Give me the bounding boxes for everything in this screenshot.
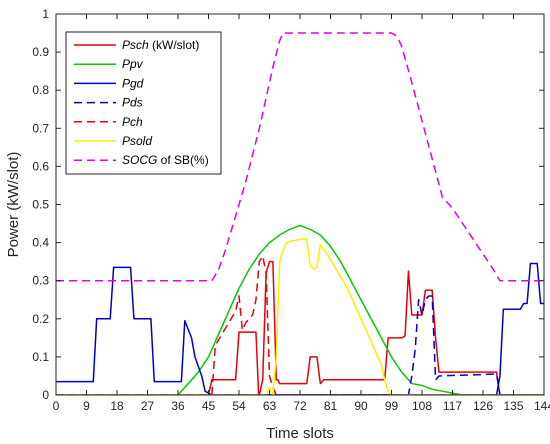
x-tick-label: 36 bbox=[171, 399, 185, 413]
series-line-socg bbox=[56, 32, 544, 282]
x-tick-label: 135 bbox=[503, 399, 523, 413]
y-tick-label: 1 bbox=[42, 7, 49, 21]
legend-label-psch: Psch (kW/slot) bbox=[122, 38, 199, 52]
x-tick-label: 90 bbox=[354, 399, 368, 413]
y-tick-label: 0.1 bbox=[32, 350, 49, 364]
x-tick-label: 81 bbox=[324, 399, 338, 413]
series-line-ppv bbox=[56, 224, 544, 395]
axis-ticks: 0 9 18 27 36 45 54 63 72 81 90 99 108 117 126 135 144 0 0.… bbox=[32, 7, 550, 413]
series-line-pch bbox=[56, 255, 544, 395]
x-tick-label: 18 bbox=[110, 399, 124, 413]
x-tick-label: 0 bbox=[53, 399, 60, 413]
x-tick-label: 126 bbox=[473, 399, 493, 413]
series-line-pgd bbox=[56, 262, 544, 395]
y-tick-label: 0.6 bbox=[32, 159, 49, 173]
series-line-pds bbox=[56, 295, 544, 395]
y-tick-label: 0.7 bbox=[32, 121, 49, 135]
x-tick-label: 108 bbox=[412, 399, 432, 413]
x-tick-label: 144 bbox=[534, 399, 550, 413]
x-tick-label: 27 bbox=[141, 399, 155, 413]
legend-label-psold: Psold bbox=[122, 134, 152, 148]
legend: Psch (kW/slot) Ppv Pgd Pds Pch Psold SOCG of S… bbox=[65, 31, 222, 175]
series-line-psch bbox=[56, 260, 544, 395]
x-tick-label: 63 bbox=[263, 399, 277, 413]
y-tick-label: 0 bbox=[42, 388, 49, 402]
x-tick-label: 72 bbox=[293, 399, 307, 413]
legend-label-pgd: Pgd bbox=[122, 76, 144, 90]
x-tick-label: 54 bbox=[232, 399, 246, 413]
y-tick-label: 0.2 bbox=[32, 312, 49, 326]
legend-label-pch: Pch bbox=[122, 115, 143, 129]
x-tick-label: 99 bbox=[385, 399, 399, 413]
x-tick-label: 117 bbox=[443, 399, 462, 413]
y-tick-label: 0.3 bbox=[32, 274, 49, 288]
x-tick-label: 9 bbox=[83, 399, 90, 413]
series-line-psold bbox=[56, 238, 544, 395]
x-axis-title: Time slots bbox=[266, 425, 334, 442]
y-tick-label: 0.9 bbox=[32, 45, 49, 59]
y-axis-title: Power (kW/slot) bbox=[5, 152, 22, 258]
y-tick-label: 0.8 bbox=[32, 83, 49, 97]
legend-label-pds: Pds bbox=[122, 96, 143, 110]
legend-label-socg: SOCG of SB(%) bbox=[122, 153, 209, 167]
y-tick-label: 0.4 bbox=[32, 236, 49, 250]
plot-lines bbox=[56, 32, 544, 395]
y-tick-label: 0.5 bbox=[32, 198, 49, 212]
x-tick-label: 45 bbox=[202, 399, 216, 413]
legend-label-ppv: Ppv bbox=[122, 57, 144, 71]
